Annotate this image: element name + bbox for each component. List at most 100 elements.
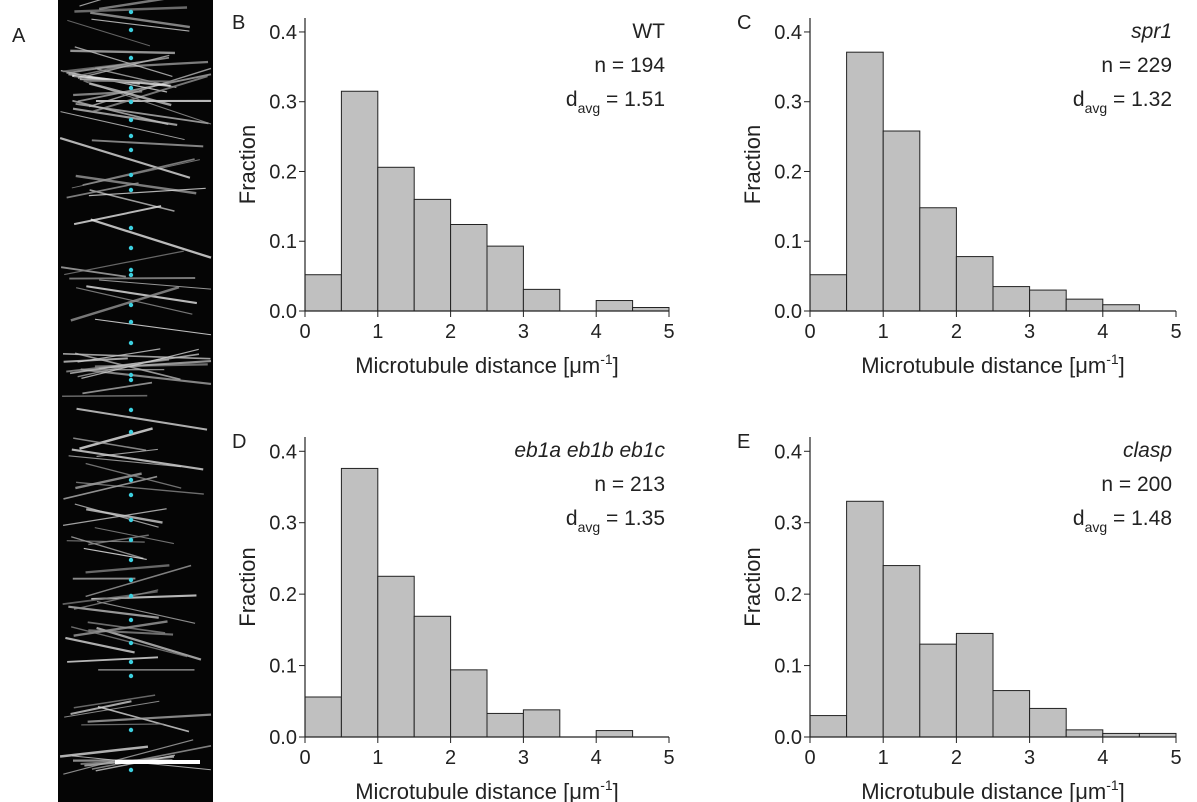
filament [63,475,158,500]
annotation-n: n = 213 [594,473,665,496]
bar [809,715,848,738]
x-tick-label: 4 [1097,747,1108,769]
y-tick-label: 0.4 [774,441,802,463]
marker-dot [128,172,134,178]
filament [96,626,202,661]
filament [73,694,156,709]
filament [85,462,182,489]
marker-dot [128,372,134,378]
avg-base: d [566,507,578,530]
x-tick-label: 2 [951,321,962,343]
y-tick-label: 0.3 [774,513,802,535]
annotation-avg: davg = 1.35 [566,507,665,535]
y-tick-label: 0.2 [269,584,297,606]
bar [595,300,634,312]
filament [91,745,212,770]
marker-dot [128,117,134,123]
filament [95,60,209,70]
marker-dot [128,537,134,543]
x-tick-label: 1 [878,747,889,769]
filament [96,601,196,624]
x-axis-label: Microtubule distance [μm-1] [861,351,1125,378]
filament [72,99,169,126]
filament [73,205,162,226]
y-tick-label: 0.1 [269,231,297,253]
x-tick-label: 0 [299,747,310,769]
bar [882,130,921,312]
annotation-title: clasp [1123,439,1172,462]
x-axis-label: Microtubule distance [μm-1] [355,777,619,802]
bar [955,256,994,312]
marker-dot [128,377,134,383]
filament [92,75,208,113]
panel-label: C [737,12,751,34]
filament [81,348,199,379]
bar [846,500,884,738]
x-axis-label: Microtubule distance [μm-1] [861,777,1125,802]
y-axis-label: Fraction [740,125,765,204]
filament [59,745,149,758]
filament [59,137,191,179]
y-axis-label: Fraction [235,547,260,626]
avg-base: d [566,88,578,111]
panel-label: D [232,431,246,453]
marker-dot [128,577,134,583]
marker-dot [128,659,134,665]
filament [68,455,181,468]
filament [91,18,190,32]
filament [74,6,188,13]
x-tick-label: 0 [299,321,310,343]
x-tick-label: 4 [1097,321,1108,343]
marker-dot [128,27,134,33]
x-tick-label: 2 [445,321,456,343]
filament [65,636,135,654]
bar [377,575,415,738]
x-axis-label-close: ] [1119,353,1125,378]
x-axis-label: Microtubule distance [μm-1] [355,351,619,378]
x-tick-label: 1 [372,747,383,769]
filament [76,287,193,315]
annotation-avg: davg = 1.48 [1073,507,1172,535]
filament [77,54,170,79]
y-tick-label: 0.0 [774,727,802,749]
filament [63,357,128,363]
marker-dot [128,85,134,91]
avg-sub: avg [1085,519,1108,535]
y-tick-label: 0.2 [774,584,802,606]
filament [89,189,175,212]
x-tick-label: 5 [1170,321,1181,343]
annotation-n: n = 229 [1101,54,1172,77]
bar [595,730,634,738]
bar [1102,304,1140,312]
filament [67,656,159,663]
filament [71,536,144,560]
annotation-n: n = 194 [594,54,665,77]
bar [919,643,957,738]
filament [64,250,184,276]
y-tick-label: 0.1 [774,656,802,678]
bar [522,288,561,312]
filament [86,285,198,305]
marker-dot [128,593,134,599]
y-tick-label: 0.4 [269,441,297,463]
bar [304,274,342,312]
annotation-title: WT [632,20,665,43]
x-tick-label: 2 [445,747,456,769]
annotation-avg: davg = 1.32 [1073,88,1172,116]
marker-dot [128,617,134,623]
filament [60,266,126,278]
x-axis-label-text: Microtubule distance [ [861,353,1075,378]
y-tick-label: 0.3 [269,513,297,535]
marker-dot [128,267,134,273]
filament [98,0,165,11]
bar [1065,729,1104,738]
filament [62,508,167,526]
filament [88,534,149,546]
marker-dot [128,319,134,325]
marker-dot [128,517,134,523]
panel-label: E [737,431,750,453]
filament [91,139,204,148]
avg-sub: avg [578,519,601,535]
annotation-title: spr1 [1131,20,1172,43]
filament [71,448,204,471]
